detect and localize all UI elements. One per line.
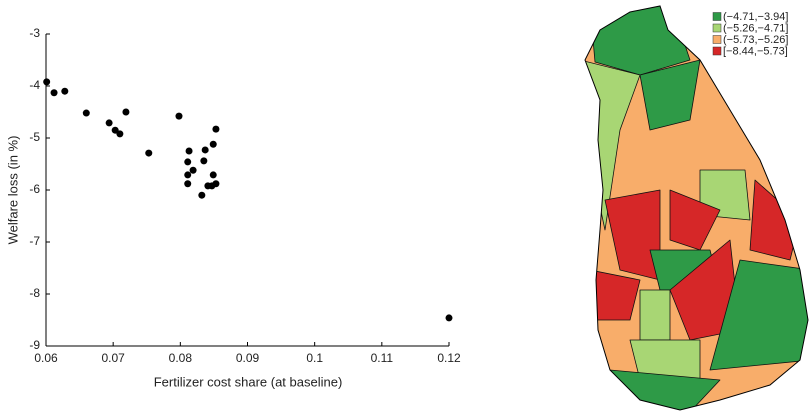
x-tick-label: 0.11 — [371, 351, 394, 365]
x-axis-label: Fertilizer cost share (at baseline) — [154, 374, 343, 389]
legend-swatch — [712, 23, 722, 33]
legend-label: [−8.44,−5.73] — [723, 45, 788, 57]
y-axis-label: Welfare loss (in %) — [5, 136, 20, 245]
point — [61, 87, 69, 95]
legend-label: (−5.26,−4.71] — [723, 22, 788, 34]
y-tick-label: -8 — [29, 286, 40, 300]
island-outline — [584, 5, 809, 411]
y-tick-label: -3 — [29, 26, 40, 40]
x-tick-label: 0.12 — [437, 351, 461, 365]
legend-swatch — [712, 35, 722, 44]
scatter-plot: Fertilizer cost share (at baseline) Welf… — [5, 26, 461, 389]
legend-label: (−5.73,−5.26] — [723, 34, 788, 46]
district — [709, 259, 808, 371]
point — [122, 108, 130, 116]
point — [201, 146, 209, 154]
x-tick-label: 0.09 — [236, 351, 260, 365]
point — [204, 182, 212, 190]
point — [111, 126, 119, 134]
point — [185, 147, 193, 155]
x-tick-label: 0.06 — [34, 351, 58, 365]
point — [184, 171, 192, 179]
point — [212, 180, 220, 188]
point — [50, 89, 58, 97]
point — [145, 149, 153, 157]
y-tick-label: -4 — [29, 78, 40, 92]
point — [184, 158, 192, 166]
point — [43, 78, 51, 86]
legend-label: (−4.71,−3.94] — [723, 11, 788, 23]
district — [589, 6, 691, 76]
point — [209, 140, 217, 148]
point — [189, 166, 197, 174]
point — [184, 180, 192, 188]
point — [209, 171, 217, 179]
point — [200, 157, 208, 165]
point — [175, 112, 183, 120]
point — [445, 314, 453, 322]
x-tick-label: 0.07 — [101, 351, 125, 365]
district — [639, 289, 671, 341]
y-tick-label: -7 — [29, 234, 40, 248]
map — [584, 5, 809, 411]
district — [639, 59, 701, 131]
y-tick-label: -9 — [29, 338, 40, 352]
legend-swatch — [712, 12, 722, 21]
x-tick-label: 0.1 — [306, 351, 323, 365]
district — [749, 179, 801, 261]
x-tick-label: 0.08 — [169, 351, 193, 365]
point — [198, 191, 206, 199]
point — [82, 109, 90, 117]
y-tick-label: -5 — [29, 130, 40, 144]
point — [116, 130, 124, 138]
point — [212, 125, 220, 133]
legend-swatch — [712, 46, 722, 56]
point — [105, 119, 113, 127]
districts — [585, 6, 808, 410]
y-tick-label: -6 — [29, 182, 40, 196]
